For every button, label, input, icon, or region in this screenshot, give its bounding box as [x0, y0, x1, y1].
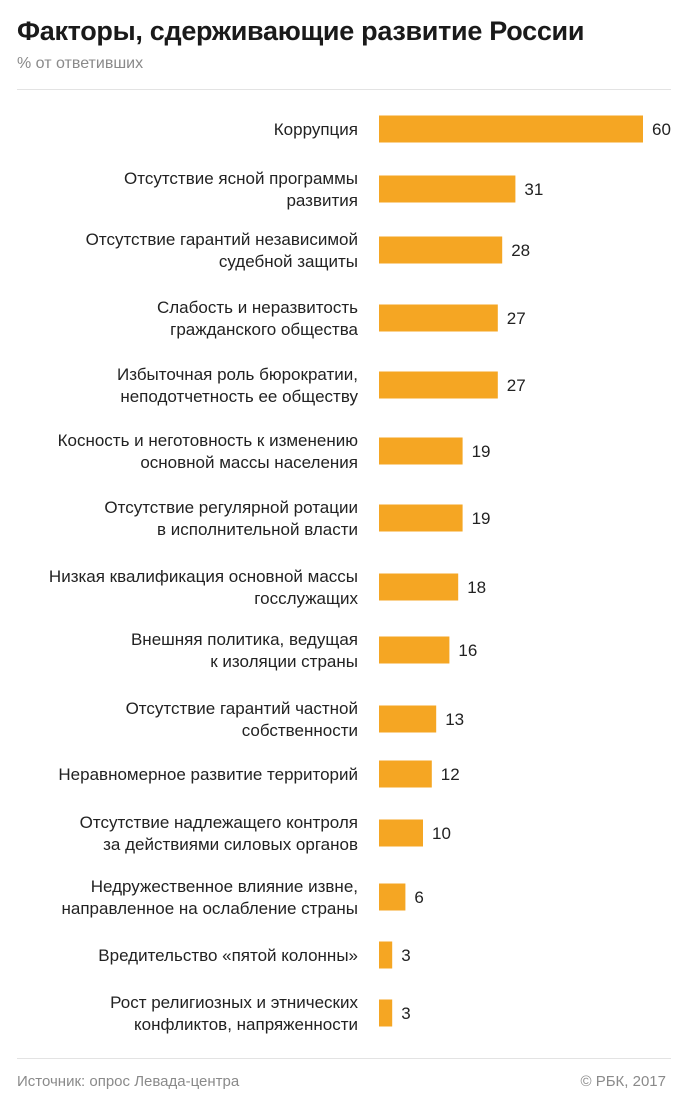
- value-label: 13: [445, 710, 464, 729]
- value-label: 19: [472, 442, 491, 461]
- value-label: 16: [458, 641, 477, 660]
- bar: [379, 504, 463, 532]
- bar-row: Отсутствие регулярной ротации в исполните…: [104, 498, 490, 539]
- bar-row: Вредительство «пятой колонны» 3: [98, 941, 411, 969]
- category-label: Отсутствие гарантий независимой судебной …: [86, 230, 358, 271]
- bar-row: Недружественное влияние извне, направленн…: [62, 877, 424, 918]
- bar-row: Рост религиозных и этнических конфликтов,…: [110, 993, 411, 1034]
- bar: [379, 236, 503, 264]
- bar: [379, 883, 406, 911]
- bar: [379, 999, 393, 1027]
- value-label: 3: [401, 946, 410, 965]
- bar: [379, 115, 643, 143]
- category-label: Слабость и неразвитость гражданского обще…: [157, 298, 359, 339]
- category-label: Внешняя политика, ведущая к изоляции стра…: [131, 630, 358, 671]
- value-label: 12: [441, 765, 460, 784]
- bar: [379, 819, 423, 847]
- category-label: Отсутствие гарантий частной собственности: [126, 699, 358, 740]
- value-label: 6: [414, 888, 423, 907]
- bar-row: Низкая квалификация основной массы госслу…: [49, 567, 486, 608]
- value-label: 10: [432, 824, 451, 843]
- chart-subtitle: % от ответивших: [17, 55, 144, 72]
- bar-row: Слабость и неразвитость гражданского обще…: [157, 298, 526, 339]
- bar-row: Избыточная роль бюрократии, неподотчетнос…: [117, 365, 526, 406]
- category-label: Низкая квалификация основной массы госслу…: [49, 567, 359, 608]
- bar-row: Косность и неготовность к изменению основ…: [58, 431, 491, 472]
- category-label: Косность и неготовность к изменению основ…: [58, 431, 359, 472]
- chart-title: Факторы, сдерживающие развитие России: [17, 16, 585, 46]
- category-label: Коррупция: [274, 120, 358, 139]
- value-label: 19: [472, 509, 491, 528]
- value-label: 28: [511, 241, 530, 260]
- category-label: Неравномерное развитие территорий: [58, 765, 358, 784]
- value-label: 27: [507, 376, 526, 395]
- bar: [379, 573, 459, 601]
- bar-row: Отсутствие надлежащего контроля за действ…: [80, 813, 451, 854]
- bar: [379, 941, 393, 969]
- bar: [379, 175, 516, 203]
- category-label: Отсутствие регулярной ротации в исполните…: [104, 498, 358, 539]
- top-divider: [17, 89, 671, 90]
- bar-row: Отсутствие гарантий независимой судебной …: [86, 230, 530, 271]
- value-label: 18: [467, 578, 486, 597]
- value-label: 27: [507, 309, 526, 328]
- bar: [379, 760, 432, 788]
- category-label: Избыточная роль бюрократии, неподотчетнос…: [117, 365, 358, 406]
- bar: [379, 636, 450, 664]
- bar: [379, 437, 463, 465]
- value-label: 31: [524, 180, 543, 199]
- copyright-note: © РБК, 2017: [580, 1073, 666, 1090]
- bar: [379, 304, 498, 332]
- bar-row: Внешняя политика, ведущая к изоляции стра…: [131, 630, 477, 671]
- category-label: Вредительство «пятой колонны»: [98, 946, 358, 965]
- bar: [379, 705, 437, 733]
- bar-row: Отсутствие гарантий частной собственности…: [126, 699, 465, 740]
- bar-row: Отсутствие ясной программы развития 31: [124, 169, 543, 210]
- category-label: Отсутствие надлежащего контроля за действ…: [80, 813, 358, 854]
- value-label: 3: [401, 1004, 410, 1023]
- category-label: Рост религиозных и этнических конфликтов,…: [110, 993, 358, 1034]
- bar-row: Коррупция 60: [274, 115, 671, 143]
- source-note: Источник: опрос Левада-центра: [17, 1073, 240, 1090]
- bar: [379, 371, 498, 399]
- bottom-divider: [17, 1058, 671, 1059]
- value-label: 60: [652, 120, 671, 139]
- bar-row: Неравномерное развитие территорий 12: [58, 760, 460, 788]
- category-label: Недружественное влияние извне, направленн…: [62, 877, 359, 918]
- category-label: Отсутствие ясной программы развития: [124, 169, 358, 210]
